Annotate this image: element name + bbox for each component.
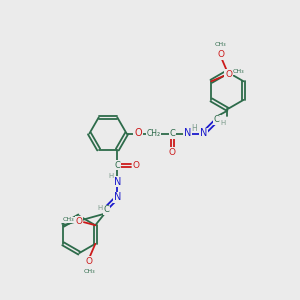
Text: C: C [114, 161, 120, 170]
Text: O: O [75, 217, 82, 226]
Text: CH₃: CH₃ [62, 217, 74, 222]
Text: CH₂: CH₂ [146, 129, 161, 138]
Text: CH₃: CH₃ [233, 69, 245, 74]
Text: O: O [225, 70, 232, 79]
Text: H: H [98, 206, 103, 212]
Text: O: O [134, 128, 142, 139]
Text: N: N [114, 177, 121, 187]
Text: O: O [86, 257, 93, 266]
Text: CH₃: CH₃ [83, 269, 95, 274]
Text: C: C [214, 116, 220, 124]
Text: H: H [221, 120, 226, 126]
Text: O: O [217, 50, 224, 59]
Text: N: N [114, 192, 121, 202]
Text: C: C [103, 206, 109, 214]
Text: N: N [200, 128, 207, 139]
Text: H: H [191, 124, 197, 133]
Text: CH₃: CH₃ [215, 42, 226, 47]
Text: N: N [184, 128, 191, 139]
Text: O: O [132, 161, 140, 170]
Text: H: H [108, 173, 113, 179]
Text: C: C [169, 129, 175, 138]
Text: O: O [169, 148, 176, 157]
